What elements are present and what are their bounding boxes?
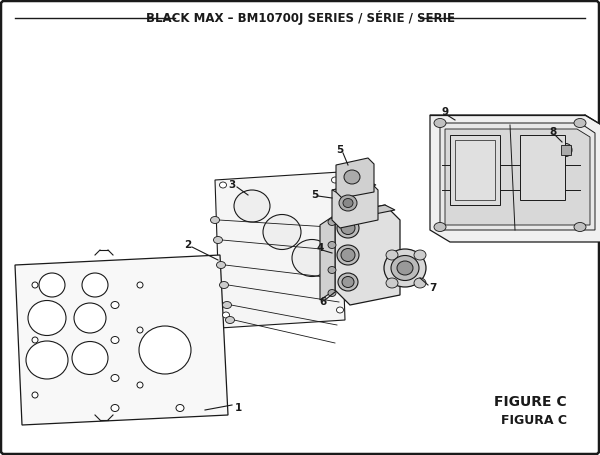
- Ellipse shape: [560, 143, 572, 157]
- Ellipse shape: [137, 327, 143, 333]
- Ellipse shape: [574, 118, 586, 127]
- Text: BLACK MAX – BM10700J SERIES / SÉRIE / SERIE: BLACK MAX – BM10700J SERIES / SÉRIE / SE…: [146, 11, 455, 25]
- Polygon shape: [440, 123, 595, 230]
- Ellipse shape: [28, 300, 66, 335]
- Text: FIGURE C: FIGURE C: [494, 395, 567, 409]
- Ellipse shape: [384, 249, 426, 287]
- Polygon shape: [335, 205, 395, 220]
- Ellipse shape: [82, 273, 108, 297]
- Text: 1: 1: [235, 403, 242, 413]
- Ellipse shape: [217, 262, 226, 268]
- Ellipse shape: [386, 250, 398, 260]
- Polygon shape: [335, 205, 400, 305]
- Ellipse shape: [214, 237, 223, 243]
- Ellipse shape: [386, 278, 398, 288]
- Ellipse shape: [111, 404, 119, 411]
- Ellipse shape: [32, 282, 38, 288]
- Polygon shape: [320, 215, 335, 300]
- Ellipse shape: [234, 190, 270, 222]
- Ellipse shape: [342, 277, 354, 288]
- Polygon shape: [332, 182, 376, 193]
- Polygon shape: [445, 129, 590, 225]
- Text: 5: 5: [311, 190, 319, 200]
- Bar: [561, 145, 571, 155]
- Text: 7: 7: [430, 283, 437, 293]
- Ellipse shape: [434, 118, 446, 127]
- Ellipse shape: [139, 326, 191, 374]
- Text: 9: 9: [442, 107, 449, 117]
- Polygon shape: [215, 172, 345, 328]
- Ellipse shape: [74, 303, 106, 333]
- Text: 2: 2: [184, 240, 191, 250]
- Ellipse shape: [111, 337, 119, 344]
- Ellipse shape: [397, 261, 413, 275]
- Bar: [455, 140, 495, 200]
- Bar: [520, 135, 565, 200]
- Ellipse shape: [137, 382, 143, 388]
- Ellipse shape: [137, 282, 143, 288]
- Polygon shape: [430, 115, 600, 242]
- Ellipse shape: [32, 392, 38, 398]
- Ellipse shape: [263, 214, 301, 249]
- Ellipse shape: [223, 312, 229, 318]
- Ellipse shape: [337, 218, 359, 238]
- Text: 3: 3: [229, 180, 236, 190]
- Ellipse shape: [176, 404, 184, 411]
- Ellipse shape: [414, 278, 426, 288]
- Ellipse shape: [341, 248, 355, 262]
- Text: 4: 4: [316, 243, 323, 253]
- Ellipse shape: [337, 245, 359, 265]
- Ellipse shape: [339, 195, 357, 211]
- Ellipse shape: [328, 267, 336, 273]
- Ellipse shape: [328, 218, 336, 226]
- Ellipse shape: [391, 256, 419, 280]
- Ellipse shape: [341, 222, 355, 234]
- Ellipse shape: [220, 282, 229, 288]
- Ellipse shape: [434, 222, 446, 232]
- Polygon shape: [558, 138, 574, 162]
- Ellipse shape: [292, 239, 332, 277]
- Ellipse shape: [414, 250, 426, 260]
- Ellipse shape: [39, 273, 65, 297]
- Ellipse shape: [223, 302, 232, 308]
- Ellipse shape: [220, 182, 227, 188]
- Text: 8: 8: [550, 127, 557, 137]
- Ellipse shape: [337, 307, 343, 313]
- Ellipse shape: [328, 289, 336, 297]
- Bar: [450, 135, 500, 205]
- Ellipse shape: [343, 198, 353, 207]
- Ellipse shape: [344, 170, 360, 184]
- Ellipse shape: [32, 337, 38, 343]
- Ellipse shape: [328, 242, 336, 248]
- Ellipse shape: [574, 222, 586, 232]
- Ellipse shape: [111, 374, 119, 381]
- Text: 6: 6: [319, 297, 326, 307]
- Ellipse shape: [331, 177, 338, 183]
- Ellipse shape: [226, 317, 235, 324]
- Ellipse shape: [26, 341, 68, 379]
- Ellipse shape: [338, 273, 358, 291]
- Ellipse shape: [211, 217, 220, 223]
- Polygon shape: [15, 255, 228, 425]
- Ellipse shape: [72, 342, 108, 374]
- Polygon shape: [336, 158, 374, 198]
- Polygon shape: [332, 182, 378, 228]
- Ellipse shape: [111, 302, 119, 308]
- Text: FIGURA C: FIGURA C: [501, 414, 567, 426]
- Text: 5: 5: [337, 145, 344, 155]
